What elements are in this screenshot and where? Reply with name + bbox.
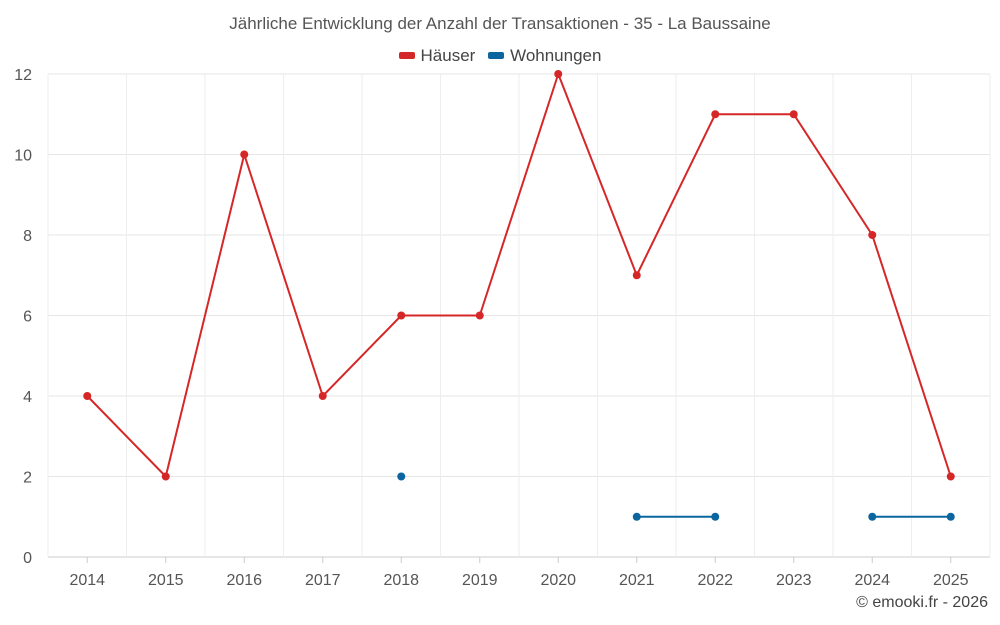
series-line-haeuser xyxy=(871,234,952,478)
data-point-haeuser xyxy=(789,110,798,119)
x-tick-label: 2016 xyxy=(226,572,262,589)
y-tick-label: 12 xyxy=(14,67,32,84)
data-point-haeuser xyxy=(711,110,720,119)
data-point-haeuser xyxy=(868,231,877,239)
data-point-haeuser xyxy=(83,392,92,400)
chart-legend: Häuser Wohnungen xyxy=(0,44,1000,66)
series-line-haeuser xyxy=(86,395,167,478)
y-tick-label: 6 xyxy=(23,309,32,326)
legend-item-wohnungen[interactable]: Wohnungen xyxy=(488,46,601,66)
data-point-haeuser xyxy=(240,150,249,159)
x-tick-label: 2025 xyxy=(933,572,969,589)
data-point-haeuser xyxy=(632,271,641,280)
y-tick-label: 4 xyxy=(23,389,32,406)
data-point-haeuser xyxy=(397,311,406,320)
x-tick-label: 2022 xyxy=(697,572,733,589)
data-point-wohnungen xyxy=(868,512,877,521)
series-line-haeuser xyxy=(792,113,874,236)
x-tick-label: 2017 xyxy=(305,572,341,589)
credit-text: © emooki.fr - 2026 xyxy=(856,594,988,611)
series-line-haeuser xyxy=(478,73,560,317)
x-tick-label: 2014 xyxy=(69,572,105,589)
series-line-haeuser xyxy=(321,314,403,397)
legend-swatch-haeuser xyxy=(398,52,415,59)
x-tick-label: 2020 xyxy=(540,572,576,589)
x-tick-label: 2018 xyxy=(383,572,419,589)
legend-item-haeuser[interactable]: Häuser xyxy=(398,45,476,66)
y-tick-label: 0 xyxy=(23,550,32,567)
data-point-haeuser xyxy=(318,392,327,400)
data-point-wohnungen xyxy=(946,512,955,521)
y-tick-label: 10 xyxy=(14,148,32,165)
legend-swatch-wohnungen xyxy=(488,52,505,59)
series-line-haeuser xyxy=(164,153,246,478)
data-point-wohnungen xyxy=(632,512,641,521)
y-tick-label: 2 xyxy=(23,470,32,487)
series-line-haeuser xyxy=(243,153,324,397)
data-point-haeuser xyxy=(161,472,170,481)
x-tick-label: 2023 xyxy=(776,572,812,589)
data-point-haeuser xyxy=(554,70,563,78)
y-tick-label: 8 xyxy=(23,228,32,245)
data-point-haeuser xyxy=(946,472,955,481)
legend-label-wohnungen: Wohnungen xyxy=(510,45,602,65)
x-tick-label: 2015 xyxy=(148,572,184,589)
data-point-haeuser xyxy=(475,311,484,320)
x-tick-label: 2019 xyxy=(462,572,498,589)
series-line-haeuser xyxy=(557,73,638,277)
data-point-wohnungen xyxy=(397,472,406,481)
chart-title: Jährliche Entwicklung der Anzahl der Tra… xyxy=(229,14,771,33)
data-point-wohnungen xyxy=(711,512,720,521)
series-line-haeuser xyxy=(635,113,717,277)
legend-label-haeuser: Häuser xyxy=(420,45,476,65)
x-tick-label: 2021 xyxy=(619,572,655,589)
x-tick-label: 2024 xyxy=(854,572,890,589)
